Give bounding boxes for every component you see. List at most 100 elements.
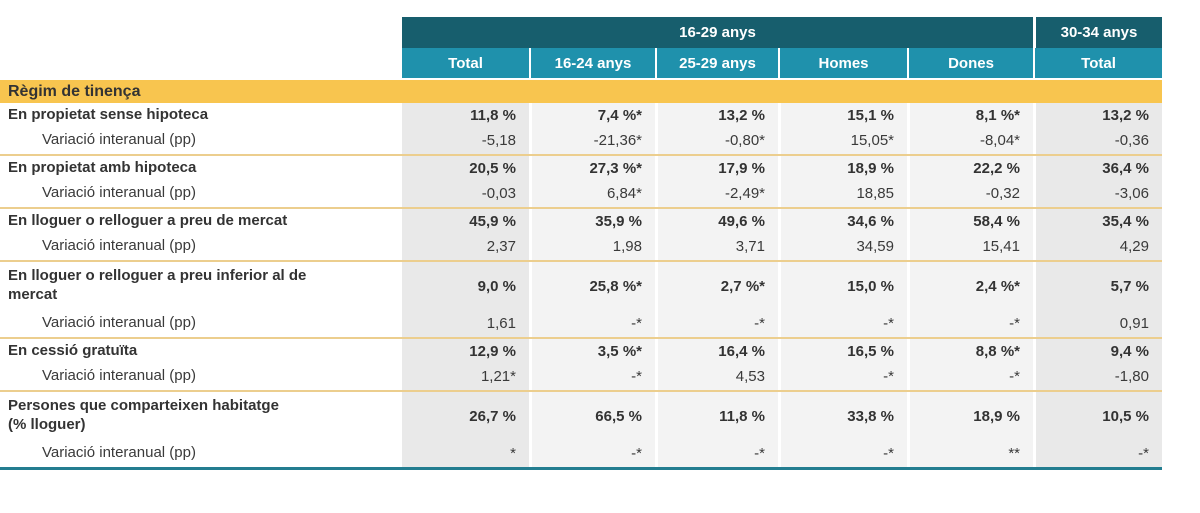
row-separator — [0, 260, 1162, 262]
row-label: En lloguer o relloguer a preu inferior a… — [0, 262, 402, 310]
table-row: En lloguer o relloguer a preu inferior a… — [0, 262, 1162, 310]
table-row: En cessió gratuïta 12,9 % 3,5 %* 16,4 % … — [0, 339, 1162, 363]
variation-label: Variació interanual (pp) — [0, 363, 402, 390]
variation-cell: 0,91 — [1033, 310, 1162, 337]
value-cell: 25,8 %* — [529, 262, 655, 310]
value-cell: 16,4 % — [655, 339, 778, 363]
row-label: En propietat sense hipoteca — [0, 103, 402, 127]
table-row: Variació interanual (pp) 1,61 -* -* -* -… — [0, 310, 1162, 337]
value-cell: 13,2 % — [1033, 103, 1162, 127]
value-cell: 3,5 %* — [529, 339, 655, 363]
variation-cell: 15,41 — [907, 233, 1033, 260]
variation-cell: -3,06 — [1033, 180, 1162, 207]
variation-label: Variació interanual (pp) — [0, 127, 402, 154]
table-row: Variació interanual (pp) -0,03 6,84* -2,… — [0, 180, 1162, 207]
variation-cell: -* — [907, 310, 1033, 337]
header-spacer — [0, 17, 402, 48]
value-cell: 58,4 % — [907, 209, 1033, 233]
variation-label: Variació interanual (pp) — [0, 310, 402, 337]
variation-cell: -* — [907, 363, 1033, 390]
column-header-25-29: 25-29 anys — [655, 48, 778, 78]
value-cell: 5,7 % — [1033, 262, 1162, 310]
variation-cell: 4,53 — [655, 363, 778, 390]
row-label: En lloguer o relloguer a preu de mercat — [0, 209, 402, 233]
variation-cell: -* — [778, 310, 907, 337]
value-cell: 27,3 %* — [529, 156, 655, 180]
table-row: Variació interanual (pp) -5,18 -21,36* -… — [0, 127, 1162, 154]
variation-cell: 34,59 — [778, 233, 907, 260]
section-band: Règim de tinença — [0, 80, 1162, 103]
variation-cell: 18,85 — [778, 180, 907, 207]
variation-cell: 6,84* — [529, 180, 655, 207]
value-cell: 17,9 % — [655, 156, 778, 180]
tenure-table: 16-29 anys 30-34 anys Total 16-24 anys 2… — [0, 17, 1162, 470]
value-cell: 35,9 % — [529, 209, 655, 233]
variation-cell: ** — [907, 440, 1033, 467]
variation-cell: -* — [778, 363, 907, 390]
variation-cell: -* — [655, 310, 778, 337]
variation-cell: -0,32 — [907, 180, 1033, 207]
variation-cell: 1,61 — [402, 310, 529, 337]
row-separator — [0, 390, 1162, 392]
header-columns-row: Total 16-24 anys 25-29 anys Homes Dones … — [0, 48, 1162, 78]
value-cell: 2,4 %* — [907, 262, 1033, 310]
variation-cell: -5,18 — [402, 127, 529, 154]
value-cell: 22,2 % — [907, 156, 1033, 180]
value-cell: 16,5 % — [778, 339, 907, 363]
row-separator — [0, 154, 1162, 156]
table-row: Variació interanual (pp) * -* -* -* ** -… — [0, 440, 1162, 467]
value-cell: 13,2 % — [655, 103, 778, 127]
column-header-homes: Homes — [778, 48, 907, 78]
variation-cell: -2,49* — [655, 180, 778, 207]
value-cell: 26,7 % — [402, 392, 529, 440]
value-cell: 20,5 % — [402, 156, 529, 180]
header-group-row: 16-29 anys 30-34 anys — [0, 17, 1162, 48]
value-cell: 9,4 % — [1033, 339, 1162, 363]
value-cell: 11,8 % — [402, 103, 529, 127]
column-header-16-24: 16-24 anys — [529, 48, 655, 78]
variation-cell: 1,21* — [402, 363, 529, 390]
variation-cell: -* — [529, 310, 655, 337]
value-cell: 66,5 % — [529, 392, 655, 440]
variation-cell: -* — [529, 440, 655, 467]
variation-cell: -21,36* — [529, 127, 655, 154]
table-row: En propietat amb hipoteca 20,5 % 27,3 %*… — [0, 156, 1162, 180]
table-row: En lloguer o relloguer a preu de mercat … — [0, 209, 1162, 233]
row-separator — [0, 337, 1162, 339]
value-cell: 15,0 % — [778, 262, 907, 310]
row-label: En propietat amb hipoteca — [0, 156, 402, 180]
column-header-dones: Dones — [907, 48, 1033, 78]
table-row: Variació interanual (pp) 1,21* -* 4,53 -… — [0, 363, 1162, 390]
value-cell: 15,1 % — [778, 103, 907, 127]
value-cell: 10,5 % — [1033, 392, 1162, 440]
variation-cell: 1,98 — [529, 233, 655, 260]
variation-cell: -8,04* — [907, 127, 1033, 154]
header-group-16-29: 16-29 anys — [402, 17, 1033, 48]
value-cell: 9,0 % — [402, 262, 529, 310]
header-group-30-34: 30-34 anys — [1033, 17, 1162, 48]
header-spacer — [0, 48, 402, 78]
variation-label: Variació interanual (pp) — [0, 233, 402, 260]
value-cell: 35,4 % — [1033, 209, 1162, 233]
table-row: Variació interanual (pp) 2,37 1,98 3,71 … — [0, 233, 1162, 260]
column-header-total-30-34: Total — [1033, 48, 1162, 78]
variation-label: Variació interanual (pp) — [0, 440, 402, 467]
variation-cell: -* — [529, 363, 655, 390]
variation-cell: -* — [778, 440, 907, 467]
value-cell: 11,8 % — [655, 392, 778, 440]
variation-cell: 2,37 — [402, 233, 529, 260]
row-separator — [0, 207, 1162, 209]
table-row: En propietat sense hipoteca 11,8 % 7,4 %… — [0, 103, 1162, 127]
value-cell: 45,9 % — [402, 209, 529, 233]
table-bottom-border — [0, 467, 1162, 470]
variation-cell: -0,36 — [1033, 127, 1162, 154]
value-cell: 12,9 % — [402, 339, 529, 363]
value-cell: 2,7 %* — [655, 262, 778, 310]
row-label: Persones que comparteixen habitatge (% l… — [0, 392, 402, 440]
value-cell: 49,6 % — [655, 209, 778, 233]
variation-cell: 15,05* — [778, 127, 907, 154]
variation-cell: -* — [1033, 440, 1162, 467]
row-label: En cessió gratuïta — [0, 339, 402, 363]
value-cell: 36,4 % — [1033, 156, 1162, 180]
